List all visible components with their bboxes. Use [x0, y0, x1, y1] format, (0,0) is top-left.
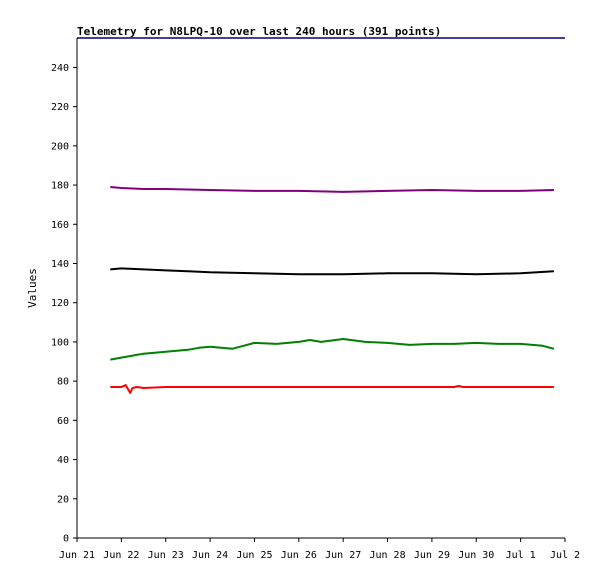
- y-tick-label: 60: [57, 416, 69, 427]
- x-tick-label: Jun 26: [281, 550, 317, 561]
- x-tick-label: Jun 29: [414, 550, 450, 561]
- y-tick-label: 240: [51, 63, 69, 74]
- series-line-1: [110, 186, 554, 193]
- y-tick-label: 0: [63, 534, 69, 545]
- y-tick-label: 40: [57, 455, 69, 466]
- x-tick-label: Jul 1: [506, 550, 536, 561]
- chart-title: Telemetry for N8LPQ-10 over last 240 hou…: [77, 25, 441, 38]
- y-tick-label: 100: [51, 337, 69, 348]
- y-tick-label: 200: [51, 141, 69, 152]
- y-tick-label: 20: [57, 494, 69, 505]
- x-tick-label: Jul 2: [550, 550, 580, 561]
- y-axis-label: Values: [26, 268, 39, 308]
- series-line-4: [110, 384, 554, 394]
- x-axis-ticks: Jun 21 Jun 22 Jun 23 Jun 24 Jun 25 Jun 26 Jun …: [59, 538, 580, 561]
- y-tick-label: 180: [51, 181, 69, 192]
- y-tick-label: 120: [51, 298, 69, 309]
- x-tick-label: Jun 24: [192, 550, 228, 561]
- series-line-2: [110, 267, 554, 276]
- x-tick-label: Jun 21: [59, 550, 95, 561]
- y-axis-ticks: 0 20 40 60 80 100 120 140 160 180 200 220 240: [51, 63, 77, 545]
- x-tick-label: Jun 23: [148, 550, 184, 561]
- x-tick-label: Jun 27: [325, 550, 361, 561]
- y-tick-label: 220: [51, 102, 69, 113]
- x-tick-label: Jun 30: [458, 550, 494, 561]
- series-group: [110, 186, 555, 394]
- axes: [76, 38, 565, 539]
- y-tick-label: 140: [51, 259, 69, 270]
- series-line-3: [110, 338, 555, 361]
- x-tick-label: Jun 25: [236, 550, 272, 561]
- x-tick-label: Jun 22: [103, 550, 139, 561]
- x-tick-label: Jun 28: [369, 550, 405, 561]
- y-tick-label: 160: [51, 220, 69, 231]
- y-tick-label: 80: [57, 377, 69, 388]
